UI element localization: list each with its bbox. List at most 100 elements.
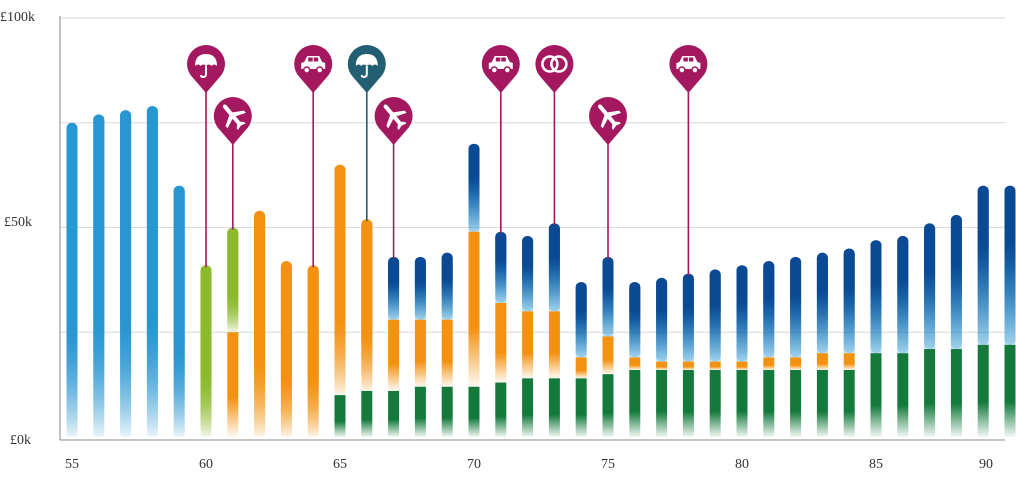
bar-segment-fill: [870, 245, 882, 354]
bar-segment-darkgreen: [575, 378, 587, 437]
car-icon: [676, 56, 701, 74]
bar-age-63: [280, 261, 292, 437]
bar-segment-fill: [522, 240, 534, 312]
bar-segment-fill: [307, 270, 319, 437]
bar-segment-darkgreen: [414, 386, 426, 437]
bar-segment-fill: [575, 286, 587, 358]
bar-age-86: [897, 235, 909, 437]
plane-icon: [383, 104, 407, 130]
y-tick-label: £50k: [4, 215, 32, 230]
bar-segment-orange: [388, 319, 400, 391]
bar-segment-fill: [334, 169, 346, 396]
x-tick-label: 55: [65, 457, 79, 472]
bar-segment-fill: [629, 286, 641, 358]
bar-age-59: [173, 185, 185, 437]
bar-age-81: [763, 261, 775, 437]
bar-segment-darkgreen: [924, 349, 936, 437]
x-tick-label: 90: [979, 457, 993, 472]
bar-segment-fill: [227, 232, 239, 333]
bar-segment-fill: [146, 110, 158, 438]
bar-age-82: [790, 256, 802, 437]
bar-segment-darkgreen: [709, 369, 721, 437]
y-tick-label: £0k: [10, 433, 31, 448]
bar-segment-orange: [468, 231, 480, 387]
bar-segment-darkgreen: [897, 353, 909, 437]
marker-pin-head: [535, 45, 574, 83]
bar-segment-darkgreen: [736, 369, 748, 437]
life-event-marker: [535, 45, 574, 226]
bar-segment-orange: [816, 353, 828, 370]
bar-segment-fill: [1004, 190, 1016, 345]
bar-segment-darkgreen: [790, 369, 802, 437]
life-event-marker: [213, 97, 252, 230]
life-event-marker: [589, 97, 627, 259]
bar-age-61: [227, 227, 239, 437]
bar-age-88: [950, 214, 962, 437]
bar-age-68: [414, 256, 426, 437]
bar-age-58: [146, 105, 158, 438]
bar-segment-orange: [495, 302, 507, 383]
bar-segment-orange: [575, 357, 587, 379]
x-tick-label: 80: [735, 457, 749, 472]
bar-segment-fill: [682, 278, 694, 362]
bar-age-67: [388, 256, 400, 437]
life-event-marker: [374, 97, 413, 259]
bar-age-69: [441, 252, 453, 437]
bar-segment-orange: [763, 357, 775, 370]
bar-segment-fill: [548, 228, 560, 312]
plane-icon: [222, 104, 246, 130]
bar-segment-darkgreen: [870, 353, 882, 437]
bar-segment-fill: [468, 148, 480, 232]
bar-age-77: [656, 277, 668, 437]
x-tick-label: 70: [467, 457, 481, 472]
bar-age-70: [468, 143, 480, 437]
life-event-marker: [481, 45, 520, 234]
life-event-marker: [187, 45, 225, 268]
bar-segment-fill: [414, 261, 426, 320]
bar-segment-fill: [816, 257, 828, 354]
bar-segment-darkgreen: [548, 378, 560, 437]
plane-icon: [598, 104, 622, 130]
umbrella-icon: [195, 54, 217, 79]
bar-segment-orange: [414, 319, 426, 387]
bar-segment-orange: [656, 361, 668, 370]
bar-segment-fill: [200, 270, 212, 437]
bar-segment-darkgreen: [334, 395, 346, 437]
bar-segment-darkgreen: [361, 390, 373, 437]
bar-age-56: [93, 114, 105, 438]
bar-segment-fill: [656, 282, 668, 362]
bar-segment-fill: [388, 261, 400, 320]
bar-age-73: [548, 223, 560, 437]
bar-age-85: [870, 240, 882, 437]
bar-segment-fill: [254, 215, 266, 437]
bar-segment-darkgreen: [388, 390, 400, 437]
bar-segment-orange: [682, 361, 694, 370]
bar-age-57: [120, 110, 132, 438]
bar-segment-fill: [361, 224, 373, 391]
x-tick-label: 75: [601, 457, 615, 472]
bar-segment-darkgreen: [682, 369, 694, 437]
bar-segment-darkgreen: [816, 369, 828, 437]
bar-segment-fill: [120, 115, 132, 438]
bar-age-76: [629, 281, 641, 437]
bar-age-62: [254, 210, 266, 437]
bar-segment-fill: [950, 219, 962, 350]
bar-segment-fill: [790, 261, 802, 358]
bar-segment-darkgreen: [522, 378, 534, 437]
bar-segment-fill: [602, 261, 614, 337]
bar-age-84: [843, 248, 855, 437]
bar-segment-darkgreen: [441, 386, 453, 437]
bar-segment-orange: [790, 357, 802, 370]
bar-segment-darkgreen: [602, 374, 614, 437]
bar-age-71: [495, 231, 507, 437]
bar-segment-darkgreen: [950, 349, 962, 437]
bar-segment-orange: [736, 361, 748, 370]
y-tick-label: £100k: [0, 10, 35, 25]
bar-age-78: [682, 273, 694, 437]
bar-segment-darkgreen: [763, 369, 775, 437]
bar-segment-orange: [522, 311, 534, 379]
bar-segment-orange: [441, 319, 453, 387]
bar-segment-fill: [93, 119, 105, 438]
life-event-markers: [187, 45, 708, 276]
